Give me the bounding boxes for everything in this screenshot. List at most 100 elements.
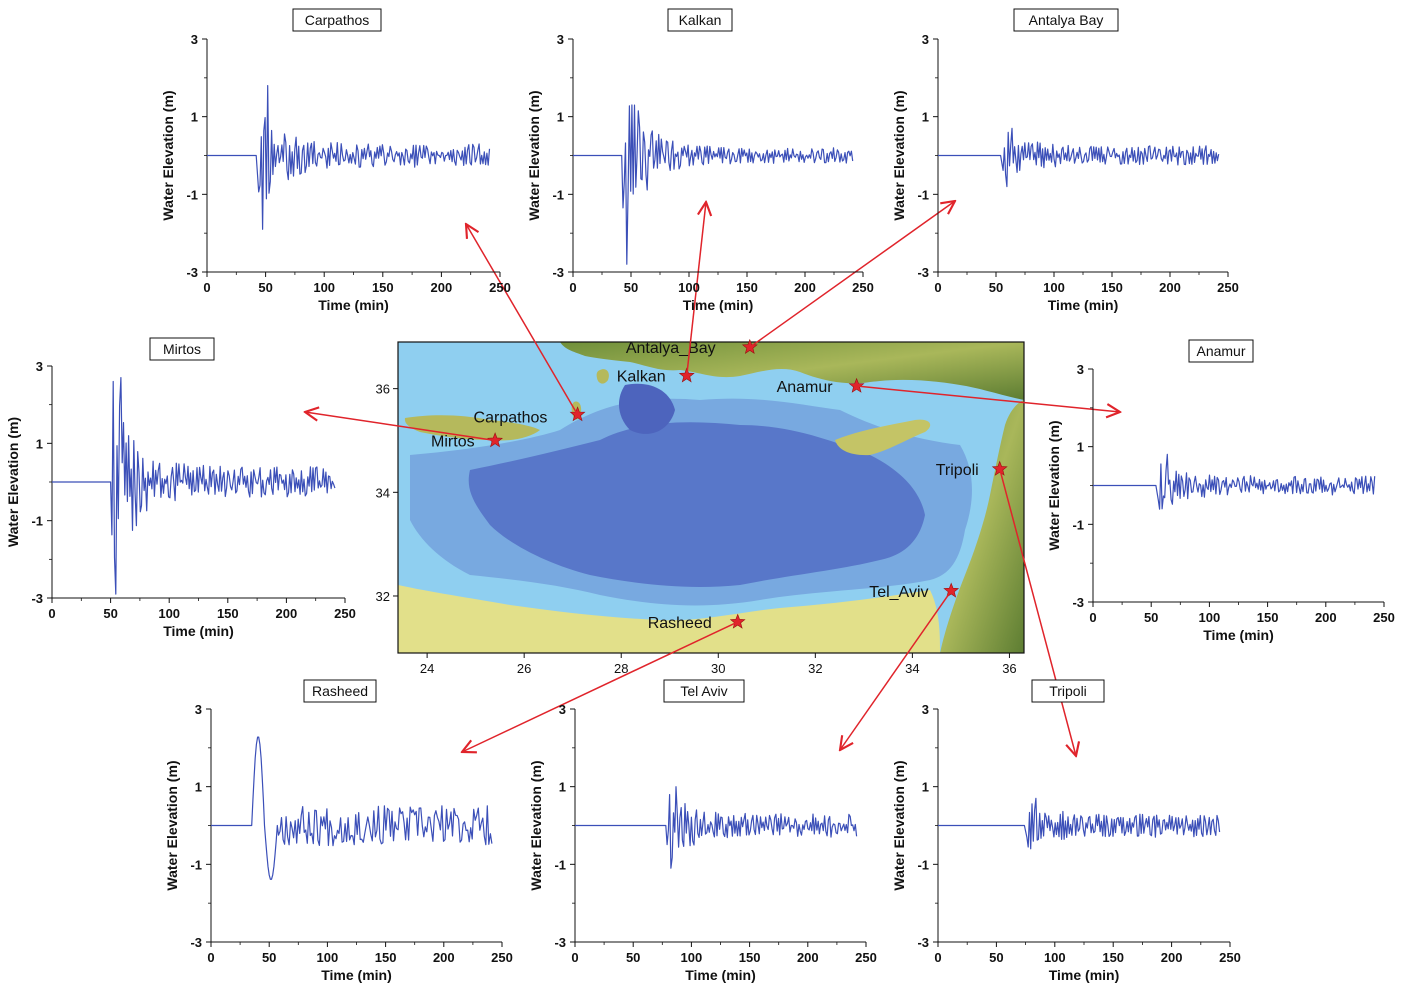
x-tick-label: 150 xyxy=(736,280,758,295)
x-tick-label: 0 xyxy=(934,950,941,965)
x-tick-label: 0 xyxy=(934,280,941,295)
series-line-tripoli xyxy=(938,797,1221,850)
panel-title-box xyxy=(663,679,745,703)
map-depth-layer-deep xyxy=(468,422,925,587)
x-tick-label: 100 xyxy=(681,950,703,965)
x-tick-label: 50 xyxy=(624,280,638,295)
x-tick-label: 0 xyxy=(207,950,214,965)
series-line-kalkan xyxy=(573,104,854,265)
x-tick-label: 100 xyxy=(1044,950,1066,965)
station-label-tel-aviv: Tel_Aviv xyxy=(869,584,928,601)
arrow-tel-aviv xyxy=(840,590,952,750)
panel-antalya-bay: Antalya Bay 0 50 100 150 200 250 3 1 -1 -3 Time (mi… xyxy=(891,8,1239,313)
station-label-mirtos: Mirtos xyxy=(431,433,475,450)
panel-title-box xyxy=(149,337,215,361)
arrow-antalya-bay xyxy=(749,201,955,348)
y-tick-label: 1 xyxy=(1077,440,1084,455)
y-axis-label: Water Elevation (m) xyxy=(164,760,180,890)
x-tick-label: 50 xyxy=(262,950,276,965)
x-tick-label: 0 xyxy=(203,280,210,295)
y-axis-label: Water Elevation (m) xyxy=(5,417,21,547)
x-tick-label: 200 xyxy=(433,950,455,965)
series-line-antalya-bay xyxy=(938,127,1220,188)
y-tick-label: 3 xyxy=(559,702,566,717)
panel-title-box xyxy=(303,679,377,703)
y-tick-label: 3 xyxy=(557,32,564,47)
station-star-tel-aviv xyxy=(943,582,960,598)
y-tick-label: -3 xyxy=(186,265,198,280)
panel-tripoli: Tripoli 0 50 100 150 200 250 3 1 -1 -3 Time (min) Wa… xyxy=(891,679,1241,983)
panel-title: Rasheed xyxy=(312,683,368,699)
panel-title: Anamur xyxy=(1196,343,1245,359)
x-tick-label: 50 xyxy=(626,950,640,965)
panel-title: Mirtos xyxy=(163,341,201,357)
x-tick-label: 250 xyxy=(852,280,874,295)
y-tick-label: 3 xyxy=(195,702,202,717)
y-axis-label: Water Elevation (m) xyxy=(160,90,176,220)
x-tick-label: 150 xyxy=(217,606,239,621)
station-star-anamur xyxy=(848,377,865,393)
x-tick-label: 100 xyxy=(1199,610,1221,625)
x-tick-label: 200 xyxy=(1315,610,1337,625)
map-x-tick-label: 24 xyxy=(420,661,434,676)
arrow-tripoli xyxy=(999,468,1076,756)
y-tick-label: -1 xyxy=(552,187,564,202)
map-y-tick-label: 32 xyxy=(376,589,390,604)
x-tick-label: 150 xyxy=(375,950,397,965)
y-tick-label: -1 xyxy=(186,187,198,202)
panel-title: Tel Aviv xyxy=(680,683,727,699)
x-tick-label: 200 xyxy=(1161,950,1183,965)
series-line-anamur xyxy=(1093,453,1376,510)
station-arrows xyxy=(305,201,1120,756)
station-label-kalkan: Kalkan xyxy=(617,369,666,386)
map-land-turkey xyxy=(560,342,1024,400)
map-y-tick-label: 34 xyxy=(376,485,390,500)
y-tick-label: 3 xyxy=(36,359,43,374)
x-tick-label: 150 xyxy=(1102,950,1124,965)
map-x-tick-label: 26 xyxy=(517,661,531,676)
panel-title: Tripoli xyxy=(1049,683,1087,699)
x-tick-label: 0 xyxy=(1089,610,1096,625)
x-tick-label: 50 xyxy=(258,280,272,295)
y-tick-label: 3 xyxy=(191,32,198,47)
x-tick-label: 250 xyxy=(491,950,513,965)
station-label-tripoli: Tripoli xyxy=(936,462,979,479)
panel-anamur: Anamur 0 50 100 150 200 250 3 1 -1 -3 Time (min) Wat… xyxy=(1046,339,1395,643)
station-label-rasheed: Rasheed xyxy=(648,615,712,632)
panel-title-box xyxy=(1188,339,1254,363)
map-x-tick-label: 36 xyxy=(1002,661,1016,676)
x-tick-label: 0 xyxy=(571,950,578,965)
x-tick-label: 200 xyxy=(431,280,453,295)
x-axis-label: Time (min) xyxy=(685,967,756,983)
x-tick-label: 0 xyxy=(569,280,576,295)
x-tick-label: 100 xyxy=(317,950,339,965)
station-star-rasheed xyxy=(729,613,746,629)
x-tick-label: 50 xyxy=(989,280,1003,295)
y-axis-label: Water Elevation (m) xyxy=(528,760,544,890)
y-tick-label: -1 xyxy=(554,857,566,872)
y-tick-label: 3 xyxy=(922,32,929,47)
map-land-africa xyxy=(398,585,940,653)
x-tick-label: 200 xyxy=(797,950,819,965)
x-axis-label: Time (min) xyxy=(163,623,234,639)
panel-title-box xyxy=(667,8,733,32)
map-x-tick-label: 32 xyxy=(808,661,822,676)
panel-title-box xyxy=(1031,679,1105,703)
y-tick-label: 1 xyxy=(557,110,564,125)
x-tick-label: 150 xyxy=(1257,610,1279,625)
map-ticks: 24 26 28 30 32 34 36 32 34 36 xyxy=(376,382,1017,676)
x-tick-label: 250 xyxy=(1219,950,1241,965)
station-label-anamur: Anamur xyxy=(777,379,834,396)
map-x-tick-label: 30 xyxy=(711,661,725,676)
arrow-rasheed xyxy=(462,621,739,752)
series-line-mirtos xyxy=(52,377,336,595)
station-star-tripoli xyxy=(991,460,1008,476)
x-tick-label: 100 xyxy=(1043,280,1065,295)
map-stations: Antalya_Bay Kalkan Anamur Carpathos Mirtos Tr… xyxy=(431,338,1008,632)
y-tick-label: -1 xyxy=(917,857,929,872)
arrow-mirtos xyxy=(305,412,496,442)
x-tick-label: 250 xyxy=(334,606,356,621)
x-tick-label: 50 xyxy=(103,606,117,621)
map-land-levant xyxy=(940,400,1024,653)
y-tick-label: 1 xyxy=(559,780,566,795)
